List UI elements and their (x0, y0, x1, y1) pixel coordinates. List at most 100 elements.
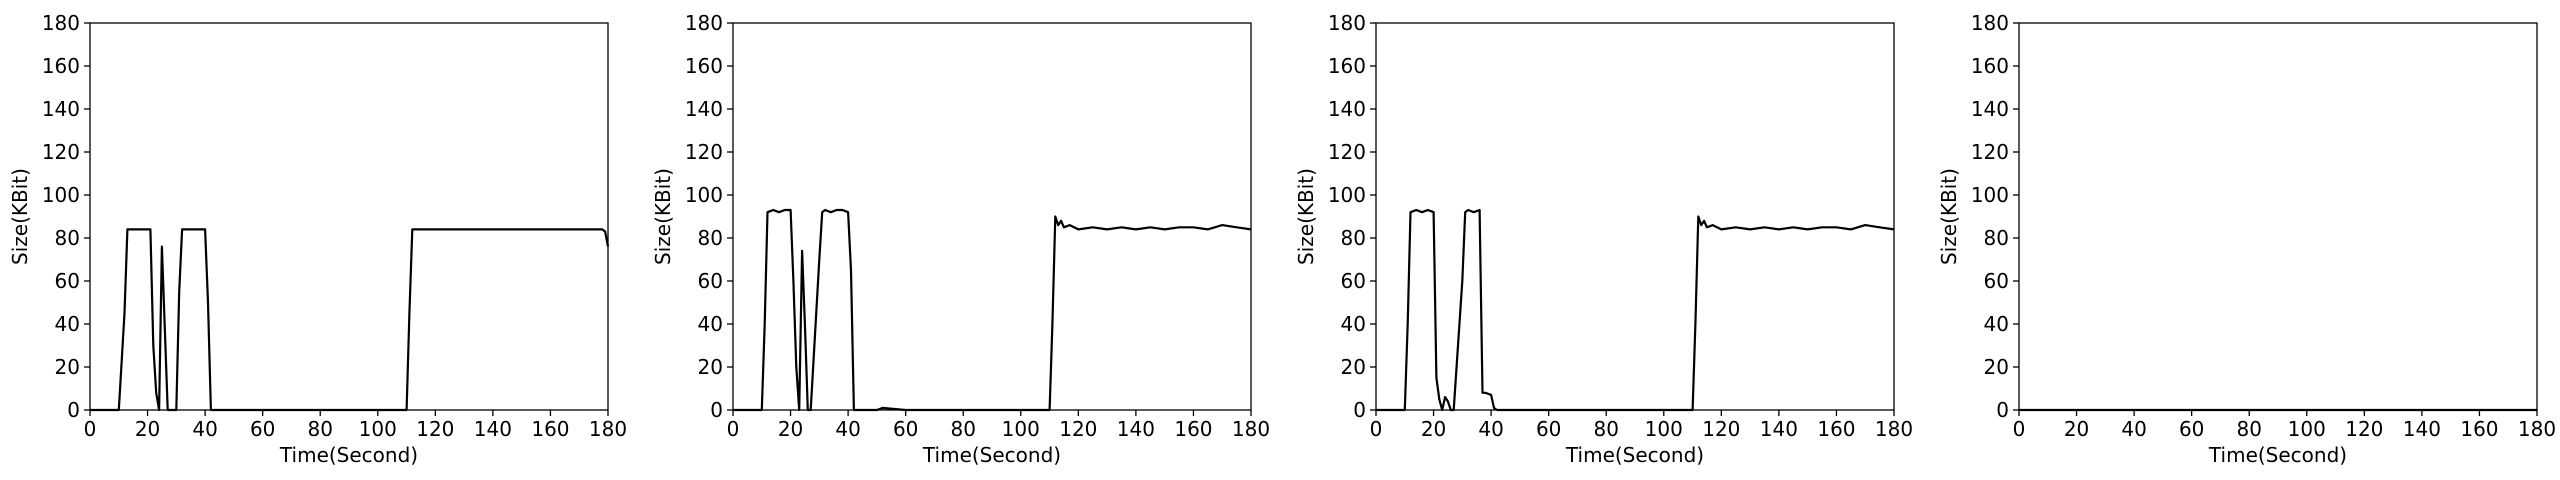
y-tick-label: 20 (1984, 355, 2009, 379)
x-tick-label: 80 (1593, 417, 1618, 441)
x-tick-label: 60 (1536, 417, 1561, 441)
x-tick-label: 60 (250, 417, 275, 441)
y-tick-label: 0 (67, 398, 80, 422)
x-tick-label: 120 (1702, 417, 1740, 441)
plot-frame (732, 22, 1252, 411)
y-tick-label: 60 (55, 269, 80, 293)
x-tick-label: 60 (2179, 417, 2204, 441)
x-tick-label: 40 (835, 417, 860, 441)
y-tick-label: 140 (42, 97, 80, 121)
y-tick-label: 20 (1341, 355, 1366, 379)
y-tick-label: 80 (1984, 226, 2009, 250)
x-tick-label: 20 (778, 417, 803, 441)
y-tick-label: 0 (710, 398, 723, 422)
x-axis-label: Time(Second) (279, 443, 418, 467)
y-tick-label: 20 (698, 355, 723, 379)
y-tick-label: 180 (1328, 11, 1366, 35)
y-tick-label: 120 (685, 140, 723, 164)
x-tick-label: 40 (1478, 417, 1503, 441)
y-tick-label: 40 (1341, 312, 1366, 336)
chart-panel-1: 0 20 40 60 80 100 120 140 160 180 0 20 40 60 80 100 120 1… (8, 11, 627, 467)
x-tick-label: 20 (1421, 417, 1446, 441)
x-axis-label: Time(Second) (2208, 443, 2347, 467)
y-tick-label: 60 (1984, 269, 2009, 293)
y-tick-label: 100 (685, 183, 723, 207)
x-tick-label: 40 (2121, 417, 2146, 441)
y-axis-label: Size(KBit) (1294, 168, 1318, 265)
y-tick-label: 60 (698, 269, 723, 293)
x-tick-label: 0 (1370, 417, 1383, 441)
y-tick-label: 0 (1353, 398, 1366, 422)
plot-frame (2018, 22, 2538, 411)
y-tick-label: 80 (1341, 226, 1366, 250)
y-tick-label: 120 (42, 140, 80, 164)
x-tick-label: 0 (2013, 417, 2026, 441)
series-line (1376, 208, 1895, 412)
y-tick-label: 40 (1984, 312, 2009, 336)
x-tick-label: 80 (307, 417, 332, 441)
x-tick-label: 180 (1875, 417, 1913, 441)
y-tick-label: 40 (55, 312, 80, 336)
y-tick-label: 80 (55, 226, 80, 250)
x-tick-label: 120 (416, 417, 454, 441)
y-tick-label: 20 (55, 355, 80, 379)
y-tick-label: 100 (42, 183, 80, 207)
y-tick-label: 60 (1341, 269, 1366, 293)
y-tick-label: 140 (685, 97, 723, 121)
x-axis-label: Time(Second) (1565, 443, 1704, 467)
y-tick-label: 80 (698, 226, 723, 250)
x-tick-label: 160 (1174, 417, 1212, 441)
x-tick-label: 120 (1059, 417, 1097, 441)
y-tick-label: 180 (1971, 11, 2009, 35)
y-tick-label: 120 (1971, 140, 2009, 164)
y-axis-label: Size(KBit) (651, 168, 675, 265)
x-tick-label: 140 (1760, 417, 1798, 441)
x-tick-label: 100 (1002, 417, 1040, 441)
x-tick-label: 80 (950, 417, 975, 441)
y-tick-label: 140 (1328, 97, 1366, 121)
y-axis-label: Size(KBit) (1937, 168, 1961, 265)
x-tick-label: 180 (1232, 417, 1270, 441)
x-tick-label: 0 (84, 417, 97, 441)
x-tick-label: 0 (727, 417, 740, 441)
x-tick-label: 80 (2236, 417, 2261, 441)
x-tick-label: 20 (2064, 417, 2089, 441)
y-tick-label: 120 (1328, 140, 1366, 164)
y-tick-label: 160 (1328, 54, 1366, 78)
x-tick-label: 160 (2460, 417, 2498, 441)
chart-panel-3: 0 20 40 60 80 100 120 140 160 180 0 20 40 60 80 100 120 1… (1294, 11, 1913, 467)
y-tick-label: 160 (685, 54, 723, 78)
x-tick-label: 40 (192, 417, 217, 441)
chart-panel-2: 0 20 40 60 80 100 120 140 160 180 0 20 40 60 80 100 120 1… (651, 11, 1270, 467)
y-tick-label: 100 (1328, 183, 1366, 207)
y-tick-label: 160 (42, 54, 80, 78)
x-tick-label: 180 (589, 417, 627, 441)
series-line (733, 208, 1252, 412)
x-tick-label: 100 (1645, 417, 1683, 441)
y-tick-label: 180 (42, 11, 80, 35)
x-tick-label: 20 (135, 417, 160, 441)
y-tick-label: 160 (1971, 54, 2009, 78)
x-tick-label: 160 (1817, 417, 1855, 441)
x-tick-label: 140 (474, 417, 512, 441)
y-axis-label: Size(KBit) (8, 168, 32, 265)
x-tick-label: 120 (2345, 417, 2383, 441)
y-tick-label: 40 (698, 312, 723, 336)
chart-panel-4: 0 20 40 60 80 100 120 140 160 180 0 20 40 60 80 100 120 1… (1937, 11, 2556, 467)
y-tick-label: 140 (1971, 97, 2009, 121)
y-tick-label: 0 (1996, 398, 2009, 422)
plot-frame (1375, 22, 1895, 411)
x-tick-label: 100 (2288, 417, 2326, 441)
plot-frame (89, 22, 609, 411)
x-tick-label: 60 (893, 417, 918, 441)
y-tick-label: 180 (685, 11, 723, 35)
x-tick-label: 140 (1117, 417, 1155, 441)
x-axis-label: Time(Second) (922, 443, 1061, 467)
series-line (90, 228, 610, 412)
x-tick-label: 160 (531, 417, 569, 441)
y-tick-label: 100 (1971, 183, 2009, 207)
x-tick-label: 100 (359, 417, 397, 441)
x-tick-label: 140 (2403, 417, 2441, 441)
x-tick-label: 180 (2518, 417, 2556, 441)
